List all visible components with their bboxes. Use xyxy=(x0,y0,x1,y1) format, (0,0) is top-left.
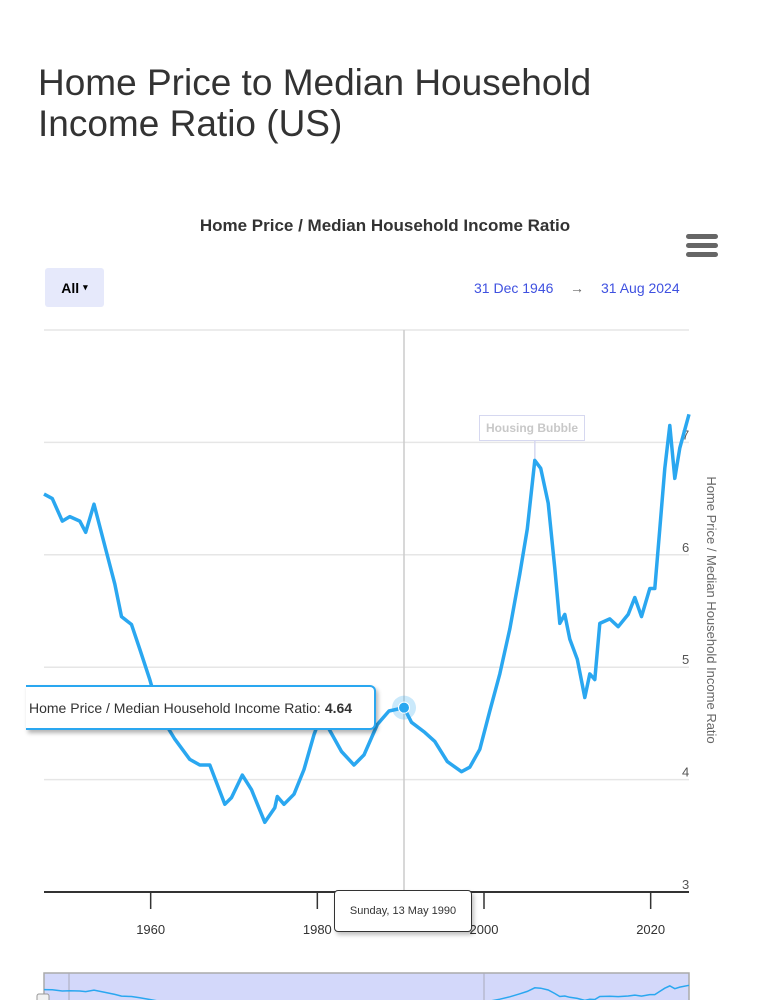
y-tick-label: 3 xyxy=(682,877,689,892)
highlight-point xyxy=(398,701,410,714)
hamburger-menu-icon[interactable] xyxy=(686,234,718,258)
range-selector-label: All xyxy=(61,279,80,296)
chart-title: Home Price / Median Household Income Rat… xyxy=(199,216,571,235)
x-tick-label: 2020 xyxy=(636,922,665,937)
navigator-window xyxy=(43,972,690,1000)
y-tick-label: 4 xyxy=(682,765,689,780)
tooltip-value: 4.64 xyxy=(324,699,353,716)
navigator-handle-left xyxy=(36,993,50,1000)
y-tick-label: 5 xyxy=(682,652,689,667)
date-from[interactable]: 31 Dec 1946 xyxy=(474,280,554,296)
y-tick-label: 7 xyxy=(682,427,689,442)
tooltip-label: Home Price / Median Household Income Rat… xyxy=(29,699,321,716)
x-tick-label: 1980 xyxy=(303,922,332,937)
y-tick-label: 6 xyxy=(682,540,689,555)
arrow-right-icon: → xyxy=(570,280,584,296)
y-axis-label: Home Price / Median Household Income Rat… xyxy=(704,476,719,743)
series-line xyxy=(43,413,691,825)
date-tooltip: Sunday, 13 May 1990 xyxy=(334,890,472,932)
caret-down-icon: ▾ xyxy=(83,282,88,292)
x-tick-label: 2000 xyxy=(470,922,499,937)
page-title: Home Price to Median Household Income Ra… xyxy=(38,62,592,144)
date-to[interactable]: 31 Aug 2024 xyxy=(601,280,680,296)
value-tooltip: Home Price / Median Household Income Rat… xyxy=(26,685,376,730)
range-selector-button[interactable]: All ▾ xyxy=(45,268,104,307)
x-tick-label: 1960 xyxy=(136,922,165,937)
annotation-housing-bubble: Housing Bubble xyxy=(479,415,585,441)
